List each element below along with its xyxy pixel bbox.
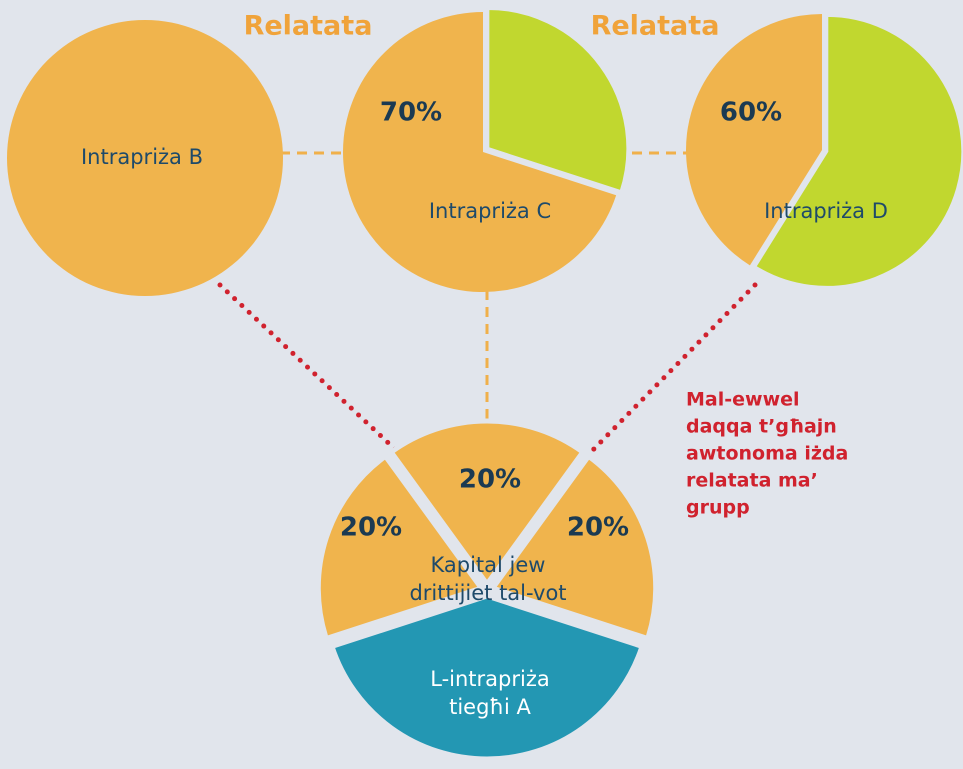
wedge xyxy=(315,452,486,642)
wedge xyxy=(328,593,646,762)
enterprise-b-label: Intrapriża B xyxy=(81,145,203,169)
wedge xyxy=(752,13,963,289)
circle-b xyxy=(7,20,283,296)
dotted-link xyxy=(585,282,758,458)
relatata-label: Relatata xyxy=(591,11,720,42)
note-line: daqqa t’għajn xyxy=(686,416,837,438)
share-left: 20% xyxy=(340,513,402,543)
note-line: Mal-ewwel xyxy=(686,389,800,411)
note-line: relatata ma’ xyxy=(686,470,818,492)
wedge xyxy=(342,12,617,293)
enterprise-a-line: tiegħi A xyxy=(449,695,531,719)
enterprise-d-share: 60% xyxy=(720,98,782,128)
wedge xyxy=(387,418,587,589)
note: Mal-ewwel daqqa t’għajn awtonoma iżda relat… xyxy=(686,389,848,519)
enterprise-c-share: 70% xyxy=(380,98,442,128)
capital-line: drittijiet tal-vot xyxy=(409,581,566,605)
enterprise-c-label: Intrapriża C xyxy=(429,199,551,223)
dotted-link xyxy=(217,282,401,455)
wedge xyxy=(486,6,630,194)
relatata-label: Relatata xyxy=(244,11,373,42)
enterprise-a-line: L-intrapriża xyxy=(430,667,549,691)
wedge xyxy=(488,452,659,642)
share-top: 20% xyxy=(459,465,521,495)
wedge xyxy=(685,14,822,266)
note-line: grupp xyxy=(686,497,750,519)
enterprise-d-label: Intrapriża D xyxy=(764,199,888,223)
capital-line: Kapital jew xyxy=(431,553,546,577)
share-right: 20% xyxy=(567,513,629,543)
shapes xyxy=(7,6,963,762)
note-line: awtonoma iżda xyxy=(686,443,848,465)
